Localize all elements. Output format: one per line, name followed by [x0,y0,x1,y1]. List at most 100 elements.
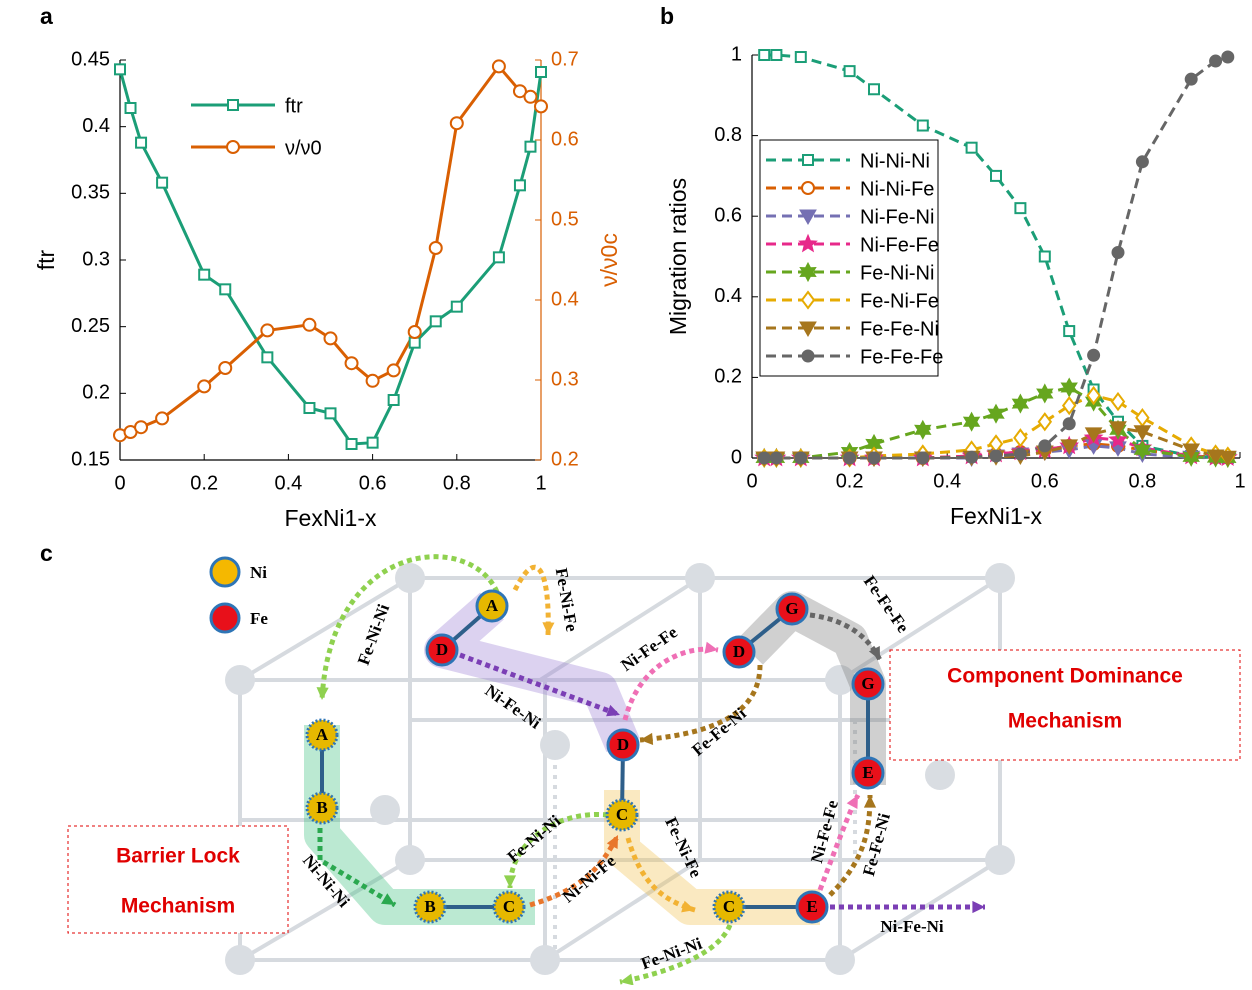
marker [1133,425,1152,441]
arrow [817,793,861,891]
legend-marker [798,233,818,253]
path-band [737,591,886,785]
x-tick-label: 0 [114,472,125,494]
mechanism-box [889,649,1241,761]
path-band [304,725,535,925]
arrow-label: Fe-Fe-Ni [688,704,750,760]
marker [523,89,538,104]
atom [851,667,885,701]
arrow-head [640,732,654,745]
marker [450,300,463,313]
y-axis-label: ftr [33,249,59,270]
legend-ni [209,556,241,588]
y-tick-label: 0 [731,446,742,468]
y2-tick-label: 0.3 [551,368,579,390]
marker [1013,428,1028,448]
marker [1133,439,1152,460]
atom-label: G [861,674,874,693]
atom [795,890,829,924]
atom-label: D [617,735,629,754]
marker [534,99,548,114]
y2-tick-label: 0.7 [551,48,579,70]
legend-marker [799,261,817,283]
marker [1221,50,1235,64]
box-text: Barrier Lock [116,845,240,868]
marker [1110,391,1126,412]
arrow-label: Ni-Fe-Ni [880,917,944,936]
legend-label: ν/ν0 [285,137,322,159]
marker [1038,250,1051,263]
atom-label: E [806,897,817,916]
marker [1036,383,1054,404]
marker [1084,427,1103,443]
marker [1111,245,1125,259]
marker [449,116,464,131]
x-tick-label: 1 [535,472,546,494]
marker [1182,443,1201,459]
marker [524,140,537,153]
marker [965,141,978,154]
box-text: Mechanism [1008,710,1122,733]
marker [197,379,212,394]
arrow-label: Ni-Fe-Fe [807,798,842,865]
y2-tick-label: 0.6 [551,128,579,150]
marker [386,363,401,378]
y-tick-label: 0.2 [714,366,742,388]
marker [407,325,422,339]
atom-label: B [424,897,435,916]
marker [1013,447,1027,461]
marker [1061,395,1077,416]
atom [492,890,526,924]
arrow-label: Ni-Fe-Fe [617,622,681,675]
arrow-head [503,875,517,888]
legend-marker [799,209,817,226]
legend-label: Ni-Ni-Fe [860,178,934,200]
marker [916,451,930,465]
legend-marker [801,181,815,195]
marker [219,283,232,296]
x-tick-label: 0.8 [443,472,471,494]
atom [775,592,809,626]
arrow-head [606,835,618,849]
legend-fe [209,602,241,634]
arrow [459,652,621,718]
atom-label: C [723,897,735,916]
arrow-label: Fe-Fe-Ni [859,811,894,878]
marker [260,323,275,338]
y-tick-label: 0.35 [71,182,110,204]
panel-label: a [40,3,53,29]
marker [198,268,211,281]
marker [794,451,808,465]
atom-label: D [436,640,448,659]
arrow [809,612,883,662]
arrow [507,811,609,889]
y-tick-label: 0.3 [82,248,110,270]
marker [757,451,771,465]
arrow-head [868,646,880,660]
marker [155,411,170,426]
arrow-head [620,973,634,986]
legend-label: Ni-Ni-Ni [860,150,930,172]
atom [605,798,639,832]
x-tick-label: 0.2 [836,470,864,492]
marker [135,136,148,149]
y-tick-label: 0.15 [71,448,110,470]
marker [1011,393,1030,414]
marker [218,361,233,375]
marker [323,331,338,346]
y-tick-label: 0.6 [714,204,742,226]
box-text: Mechanism [121,895,235,918]
arrow [319,554,500,701]
arrow [317,828,397,908]
y2-tick-label: 0.2 [551,448,579,470]
atom-label: C [616,805,628,824]
legend-label: Fe-Ni-Fe [860,290,939,312]
marker [513,179,526,192]
marker [387,394,400,406]
atom [851,756,885,790]
marker [1086,385,1101,406]
legend-marker [226,140,240,154]
atom [425,633,459,667]
legend-marker [227,99,239,111]
